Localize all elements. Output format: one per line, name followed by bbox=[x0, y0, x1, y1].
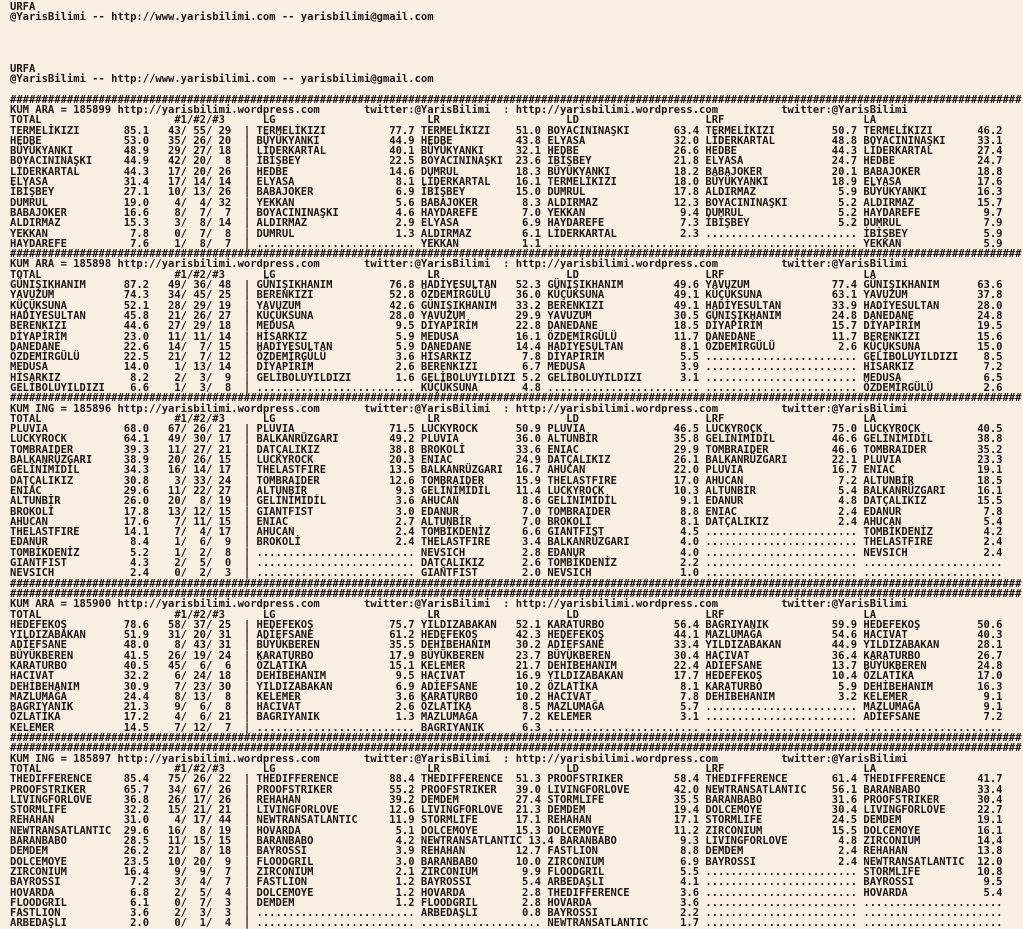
data-row: ELYASA 31.4 17/ 14/ 14 | ELYASA 8.1 LİDE… bbox=[10, 176, 1003, 189]
data-row: TERMELİKIZI 85.1 43/ 55/ 29 | TERMELİKIZ… bbox=[10, 124, 1003, 137]
masthead-location: URFA bbox=[10, 1, 36, 13]
data-row: LİDERKARTAL 44.3 17/ 20/ 26 | HEDBE 14.6… bbox=[10, 165, 1003, 178]
data-row: KÜÇÜKSUNA 52.1 28/ 29/ 19 | YAVUZUM 42.6… bbox=[10, 299, 1003, 312]
data-row: GELİBOLUYILDIZI 6.6 1/ 3/ 8 | ..........… bbox=[10, 381, 1003, 394]
data-row: BOYACININAŞKI 44.9 42/ 20/ 8 | İBİŞBEY 2… bbox=[10, 155, 1003, 168]
section-rule: ########################################… bbox=[10, 392, 1022, 405]
column-header-row: TOTAL #1/#2/#3 LG LR LD LRF LA bbox=[10, 762, 877, 775]
data-row: HAYDAREFE 7.6 1/ 8/ 7 | ................… bbox=[10, 237, 1003, 250]
section-rule: ########################################… bbox=[10, 742, 1022, 755]
masthead-contact: @YarisBilimi -- http://www.yarisbilimi.c… bbox=[10, 73, 434, 86]
data-row: STORMLIFE 32.2 15/ 21/ 21 | LIVINGFORLOV… bbox=[10, 804, 1003, 817]
section-header: KUM ING = 185896 http://yarisbilimi.word… bbox=[10, 402, 908, 415]
data-row: BABAJOKER 16.6 8/ 7/ 7 | BOYACININAŞKI 4… bbox=[10, 206, 1003, 219]
data-row: ADİEFSANE 48.0 8/ 43/ 31 | BÜYÜKBEREN 35… bbox=[10, 639, 1003, 652]
data-row: BALKANRÜZGARI 38.9 20/ 26/ 15 | LUCKYROC… bbox=[10, 454, 1003, 467]
section-header: KUM ARA = 185900 http://yarisbilimi.word… bbox=[10, 598, 908, 611]
data-row: ENİAC 29.6 11/ 22/ 27 | ALTUNBİR 9.3 GEL… bbox=[10, 484, 1003, 497]
data-row: HEDEFEKOŞ 78.6 58/ 37/ 25 | HEDEFEKOŞ 75… bbox=[10, 618, 1003, 631]
data-row: GELİNİMİDİL 34.3 16/ 14/ 17 | THELASTFIR… bbox=[10, 464, 1003, 477]
section-header: KUM ING = 185897 http://yarisbilimi.word… bbox=[10, 752, 908, 765]
data-row: ÖZDEMİRGÜLÜ 22.5 21/ 7/ 12 | ÖZDEMİRGÜLÜ… bbox=[10, 351, 1003, 364]
section-rule: ########################################… bbox=[10, 587, 1022, 600]
data-row: DEMDEM 26.2 21/ 8/ 18 | BAYROSSI 3.9 REH… bbox=[10, 845, 1003, 858]
data-row: FLOODGRIL 6.1 0/ 7/ 3 | DEMDEM 1.2 FLOOD… bbox=[10, 896, 1003, 909]
data-row: PLUVIA 68.0 67/ 26/ 21 | PLUVIA 71.5 LUC… bbox=[10, 423, 1003, 436]
section-header: KUM ARA = 185899 http://yarisbilimi.word… bbox=[10, 103, 908, 116]
data-row: LUCKYROCK 64.1 49/ 30/ 17 | BALKANRÜZGAR… bbox=[10, 433, 1003, 446]
data-row: LIVINGFORLOVE 36.8 26/ 17/ 26 | REHAHAN … bbox=[10, 793, 1003, 806]
data-row: KARATURBO 40.5 45/ 6/ 6 | ÖZLATİKA 15.1 … bbox=[10, 660, 1003, 672]
data-row: REHAHAN 31.0 4/ 17/ 44 | NEWTRANSATLANTI… bbox=[10, 814, 1003, 827]
data-row: BROKOLİ 17.8 13/ 12/ 15 | GIANTFIST 3.0 … bbox=[10, 505, 1003, 518]
column-header-row: TOTAL #1/#2/#3 LG LR LD LRF LA bbox=[10, 412, 877, 425]
section-header: KUM ARA = 185898 http://yarisbilimi.word… bbox=[10, 258, 908, 271]
data-row: PROOFSTRIKER 65.7 34/ 67/ 26 | PROOFSTRI… bbox=[10, 783, 1003, 796]
data-row: YILDIZABAKAN 51.9 31/ 20/ 31 | ADİEFSANE… bbox=[10, 629, 1003, 642]
section-rule: ########################################… bbox=[10, 93, 1022, 106]
data-row: HACIVAT 32.2 6/ 24/ 18 | DEHİBEHANIM 9.5… bbox=[10, 670, 1003, 683]
data-row: GÜNIŞIKHANIM 87.2 49/ 36/ 48 | GÜNIŞIKHA… bbox=[10, 279, 1003, 292]
masthead-contact: @YarisBilimi -- http://www.yarisbilimi.c… bbox=[10, 11, 434, 24]
data-row: BÜYÜKYANKI 48.9 29/ 27/ 18 | LİDERKARTAL… bbox=[10, 145, 1003, 158]
data-row: DUMRUL 19.0 4/ 4/ 32 | YEKKAN 5.6 BABAJO… bbox=[10, 196, 1003, 209]
data-row: MAZLUMAĞA 24.4 8/ 13/ 8 | KELEMER 3.6 KA… bbox=[10, 690, 1003, 703]
data-row: YEKKAN 7.8 0/ 7/ 8 | DUMRUL 1.3 ALDIRMAZ… bbox=[10, 227, 1003, 240]
data-row: BAYROSSI 7.2 3/ 4/ 7 | FASTLION 1.2 BAYR… bbox=[10, 876, 1003, 889]
column-header-row: TOTAL #1/#2/#3 LG LR LD LRF LA bbox=[10, 268, 877, 281]
data-row: İBİŞBEY 27.1 10/ 13/ 26 | BABAJOKER 6.9 … bbox=[10, 186, 1003, 199]
data-row: TOMBRAIDER 39.3 11/ 27/ 21 | DATÇALIKIZ … bbox=[10, 443, 1003, 456]
data-row: NEWTRANSATLANTIC 29.6 16/ 8/ 19 | HOVARD… bbox=[10, 824, 1003, 837]
data-row: BERENKIZI 44.6 27/ 29/ 18 | MEDUSA 9.5 D… bbox=[10, 320, 1003, 333]
data-row: DEHİBEHANIM 30.9 7/ 23/ 30 | YILDIZABAKA… bbox=[10, 680, 1003, 693]
data-row: MEDUSA 14.0 1/ 13/ 14 | DİYAPİRİM 2.6 BE… bbox=[10, 361, 1003, 374]
data-row: BÜYÜKBEREN 41.5 26/ 19/ 24 | KARATURBO 1… bbox=[10, 649, 1003, 662]
data-row: ÖZLATİKA 17.2 4/ 6/ 21 | BAGRIYANIK 1.3 … bbox=[10, 711, 1003, 724]
data-row: TOMBİKDENİZ 5.2 1/ 2/ 8 | ..............… bbox=[10, 546, 1003, 559]
data-row: BAGRIYANIK 21.3 9/ 6/ 8 | HACIVAT 2.6 ÖZ… bbox=[10, 701, 1003, 714]
data-row: DATÇALIKIZ 30.8 3/ 33/ 24 | TOMBRAIDER 1… bbox=[10, 474, 1003, 487]
data-row: EDANUR 8.4 1/ 6/ 9 | BROKOLİ 2.4 THELAST… bbox=[10, 536, 1003, 549]
data-row: ALTUNBİR 26.0 20/ 8/ 19 | GELİNİMİDİL 3.… bbox=[10, 495, 1003, 508]
data-row: YAVUZUM 74.3 34/ 45/ 25 | BERENKIZI 52.8… bbox=[10, 289, 1003, 302]
data-row: AHUCAN 17.6 7/ 11/ 15 | ENIAC 2.7 ALTUNB… bbox=[10, 515, 1003, 528]
data-row: THEDIFFERENCE 85.4 75/ 26/ 22 | THEDIFFE… bbox=[10, 773, 1003, 786]
column-header-row: TOTAL #1/#2/#3 LG LR LD LRF LA bbox=[10, 114, 877, 127]
data-row: NEVSICH 2.4 0/ 2/ 3 | ..................… bbox=[10, 567, 1003, 580]
data-row: HEDBE 53.0 35/ 26/ 20 | BÜYÜKYANKI 44.9 … bbox=[10, 134, 1003, 147]
section-rule: ########################################… bbox=[10, 248, 1022, 261]
data-row: BARANBABO 28.5 11/ 15/ 15 | BARANBABO 4.… bbox=[10, 835, 1003, 848]
data-row: HOVARDA 6.8 2/ 5/ 4 | DOLCEMOYE 1.2 HOVA… bbox=[10, 886, 1003, 899]
data-row: ALDIRMAZ 15.3 3/ 8/ 14 | ALDIRMAZ 2.9 EL… bbox=[10, 217, 1003, 230]
data-row: ARBEDAŞLI 2.0 0/ 1/ 4 | ................… bbox=[10, 917, 1003, 929]
masthead-location: URFA bbox=[10, 62, 36, 75]
data-row: DOLCEMOYE 23.5 10/ 20/ 9 | FLOODGRIL 3.0… bbox=[10, 855, 1003, 868]
data-row: FASTLION 3.6 2/ 3/ 3 | .................… bbox=[10, 907, 1003, 920]
data-row: KELEMER 14.5 7/ 12/ 7 | ................… bbox=[10, 721, 1003, 734]
data-row: HİSARKIZ 8.2 2/ 3/ 9 | GELİBOLUYILDIZI 1… bbox=[10, 371, 1003, 384]
data-row: DANEDANE 22.6 14/ 7/ 15 | HADİYESULTAN 5… bbox=[10, 340, 1003, 353]
data-row: THELASTFIRE 14.1 7/ 4/ 17 | AHUCAN 2.4 T… bbox=[10, 526, 1003, 539]
section-rule: ########################################… bbox=[10, 732, 1022, 745]
data-row: ZIRCONIUM 16.4 9/ 9/ 7 | ZIRCONIUM 2.1 Z… bbox=[10, 865, 1003, 878]
section-rule: ########################################… bbox=[10, 577, 1022, 590]
column-header-row: TOTAL #1/#2/#3 LG LR LD LRF LA bbox=[10, 608, 877, 621]
data-row: GIANTFIST 4.3 2/ 5/ 0 | ................… bbox=[10, 557, 1003, 570]
data-row: HADİYESULTAN 45.8 21/ 26/ 27 | KÜÇÜKSUNA… bbox=[10, 309, 1003, 322]
data-row: DİYAPİRİM 23.0 11/ 11/ 14 | HİSARKIZ 5.9… bbox=[10, 330, 1003, 343]
